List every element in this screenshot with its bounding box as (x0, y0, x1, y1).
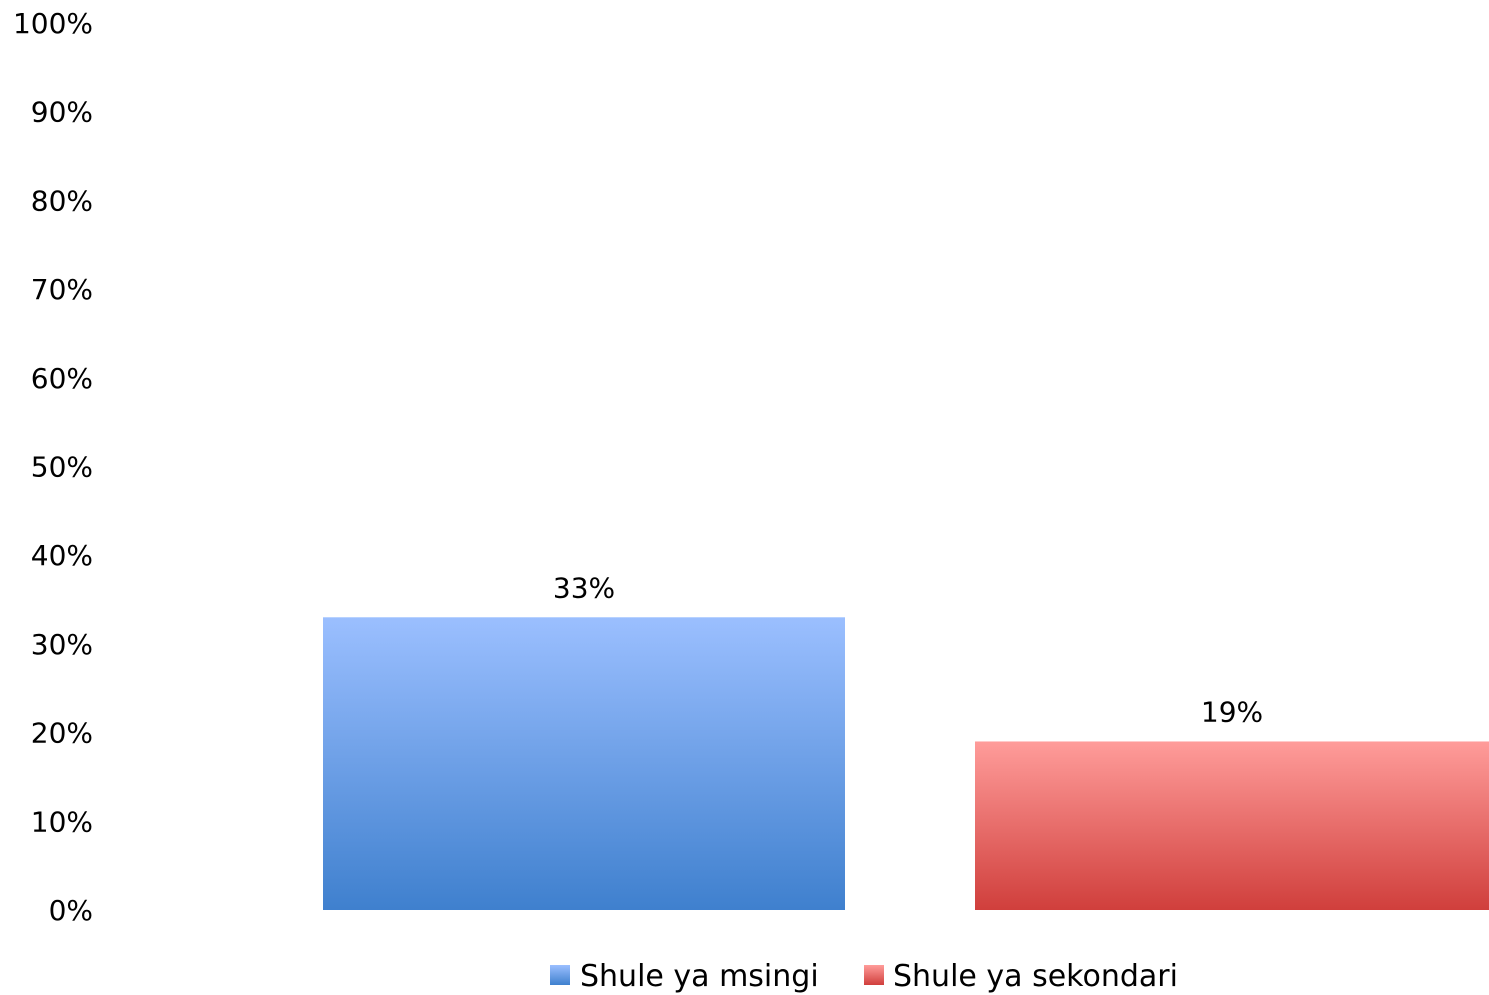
bar-shule-ya-msingi (323, 617, 845, 910)
legend: Shule ya msingi Shule ya sekondari (550, 959, 1178, 994)
y-tick-label: 10% (31, 805, 93, 838)
legend-label-sekondari: Shule ya sekondari (893, 959, 1178, 994)
legend-swatch-sekondari (864, 965, 884, 985)
y-tick-label: 30% (31, 628, 93, 661)
data-label: 33% (553, 571, 615, 604)
data-label: 19% (1201, 695, 1263, 728)
y-tick-label: 40% (31, 539, 93, 572)
y-tick-label: 0% (49, 894, 93, 927)
legend-label-msingi: Shule ya msingi (580, 959, 819, 994)
y-tick-label: 80% (31, 184, 93, 217)
y-tick-label: 20% (31, 717, 93, 750)
y-axis: 0% 10% 20% 30% 40% 50% 60% 70% 80% 90% 100% (13, 7, 93, 927)
y-tick-label: 100% (13, 7, 93, 40)
y-tick-label: 50% (31, 451, 93, 484)
legend-swatch-msingi (550, 965, 570, 985)
data-labels: 33% 19% (553, 571, 1263, 728)
bars (323, 617, 1489, 910)
y-tick-label: 70% (31, 273, 93, 306)
bar-shule-ya-sekondari (975, 741, 1489, 910)
y-tick-label: 60% (31, 362, 93, 395)
y-tick-label: 90% (31, 96, 93, 129)
